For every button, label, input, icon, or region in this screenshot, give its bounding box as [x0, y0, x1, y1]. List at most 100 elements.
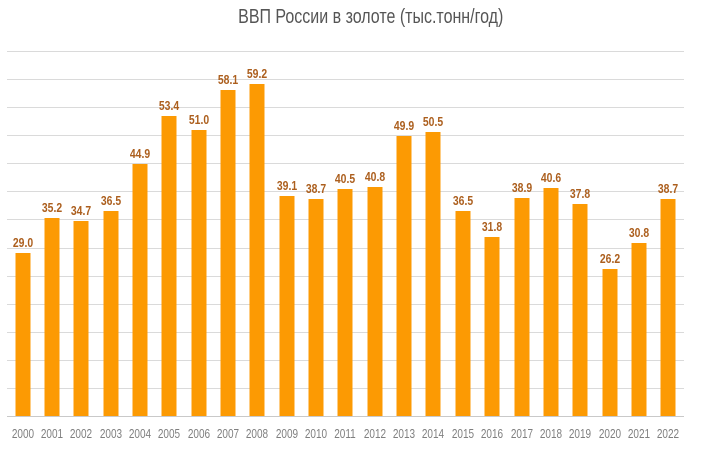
x-axis-label: 2000 — [11, 427, 34, 441]
chart-title-text: ВВП России в золоте (тыс.тонн/год) — [237, 6, 504, 28]
bar — [572, 203, 588, 416]
bar-value-label: 44.9 — [129, 145, 151, 161]
x-axis-label: 2014 — [422, 427, 445, 441]
x-axis-label: 2009 — [275, 427, 298, 441]
bars-container: 29.0 2000 35.2 2001 34.7 2002 36.5 2003 44.9 2004… — [8, 51, 683, 441]
x-axis-label: 2002 — [70, 427, 93, 441]
bar-column: 29.0 2000 — [8, 51, 37, 441]
bar — [308, 198, 324, 416]
bar-column: 38.7 2022 — [654, 51, 683, 441]
bar-column: 35.2 2001 — [37, 51, 66, 441]
x-axis-label: 2006 — [187, 427, 210, 441]
bar-value-label: 37.8 — [570, 185, 591, 201]
bar-value-label: 40.6 — [540, 170, 561, 186]
bar-value-label: 53.4 — [159, 98, 180, 114]
x-axis-label: 2021 — [627, 427, 651, 441]
bar-value-label: 38.7 — [305, 180, 327, 196]
gridline — [7, 163, 684, 165]
bar — [132, 163, 148, 416]
bar — [220, 89, 236, 416]
bar-column: 50.5 2014 — [419, 51, 448, 441]
gridline — [7, 135, 684, 137]
bar-value-label: 36.5 — [100, 193, 121, 209]
plot-area: 29.0 2000 35.2 2001 34.7 2002 36.5 2003 44.9 2004… — [7, 51, 684, 441]
x-axis-label: 2017 — [510, 427, 533, 441]
bar-column: 53.4 2005 — [155, 51, 184, 441]
bar — [543, 188, 559, 416]
bar — [337, 188, 353, 416]
bar-column: 38.7 2010 — [301, 51, 330, 441]
bar-column: 37.8 2019 — [566, 51, 595, 441]
gridline — [7, 107, 684, 109]
bar — [425, 132, 441, 416]
x-axis-label: 2003 — [99, 427, 122, 441]
bar — [161, 116, 177, 416]
bar — [602, 268, 618, 416]
bar-value-label: 30.8 — [628, 225, 650, 241]
x-axis-label: 2004 — [128, 427, 152, 441]
bar-column: 31.8 2016 — [478, 51, 507, 441]
bar-column: 30.8 2021 — [624, 51, 653, 441]
bar — [191, 129, 207, 416]
bar-column: 39.1 2009 — [272, 51, 301, 441]
bar — [660, 198, 676, 416]
bar-column: 38.9 2017 — [507, 51, 536, 441]
bar-value-label: 49.9 — [394, 117, 415, 133]
bar-value-label: 38.9 — [511, 179, 532, 195]
x-axis-label: 2001 — [40, 427, 64, 441]
bar-value-label: 38.7 — [658, 180, 679, 196]
gridline — [7, 51, 684, 52]
bar — [44, 218, 60, 416]
bar-value-label: 34.7 — [71, 203, 92, 219]
x-axis-label: 2015 — [451, 427, 474, 441]
bar — [15, 253, 31, 416]
bar — [484, 237, 500, 416]
bar — [279, 196, 295, 416]
bar-value-label: 29.0 — [12, 235, 33, 251]
bar-column: 44.9 2004 — [125, 51, 154, 441]
bar-value-label: 50.5 — [423, 114, 444, 130]
gridline — [7, 79, 684, 81]
x-axis-label: 2012 — [363, 427, 386, 441]
x-axis-label: 2020 — [598, 427, 621, 441]
x-axis-label: 2010 — [304, 427, 328, 441]
x-axis-label: 2016 — [481, 427, 504, 441]
bar-value-label: 31.8 — [482, 219, 503, 235]
bar-column: 26.2 2020 — [595, 51, 624, 441]
bar-column: 40.6 2018 — [536, 51, 565, 441]
bar-column: 59.2 2008 — [243, 51, 272, 441]
bar-column: 34.7 2002 — [67, 51, 96, 441]
bar — [396, 135, 412, 416]
bar-value-label: 26.2 — [599, 250, 620, 266]
x-axis-label: 2007 — [216, 427, 240, 441]
bar-value-label: 35.2 — [41, 200, 63, 216]
x-axis-line — [7, 416, 684, 417]
bar-value-label: 58.1 — [217, 71, 239, 87]
x-axis-label: 2011 — [334, 427, 357, 441]
x-axis-label: 2005 — [158, 427, 181, 441]
bar — [73, 221, 89, 416]
bar-column: 51.0 2006 — [184, 51, 213, 441]
bar-value-label: 40.5 — [335, 170, 356, 186]
bar — [631, 243, 647, 416]
chart-title: ВВП России в золоте (тыс.тонн/год) — [39, 6, 702, 29]
bar — [455, 211, 471, 416]
x-axis-label: 2019 — [569, 427, 592, 441]
bar-value-label: 39.1 — [276, 178, 297, 194]
bar-value-label: 51.0 — [188, 111, 209, 127]
bar-value-label: 59.2 — [247, 65, 268, 81]
bar — [514, 197, 530, 416]
bar-column: 40.8 2012 — [360, 51, 389, 441]
x-axis-label: 2008 — [246, 427, 269, 441]
x-axis-label: 2022 — [657, 427, 680, 441]
bar-column: 40.5 2011 — [331, 51, 360, 441]
x-axis-label: 2018 — [539, 427, 562, 441]
bar-column: 36.5 2015 — [448, 51, 477, 441]
bar-column: 58.1 2007 — [213, 51, 242, 441]
bar-column: 49.9 2013 — [389, 51, 418, 441]
bar-column: 36.5 2003 — [96, 51, 125, 441]
bar-value-label: 40.8 — [364, 168, 385, 184]
bar — [249, 83, 265, 416]
bar — [103, 211, 119, 416]
